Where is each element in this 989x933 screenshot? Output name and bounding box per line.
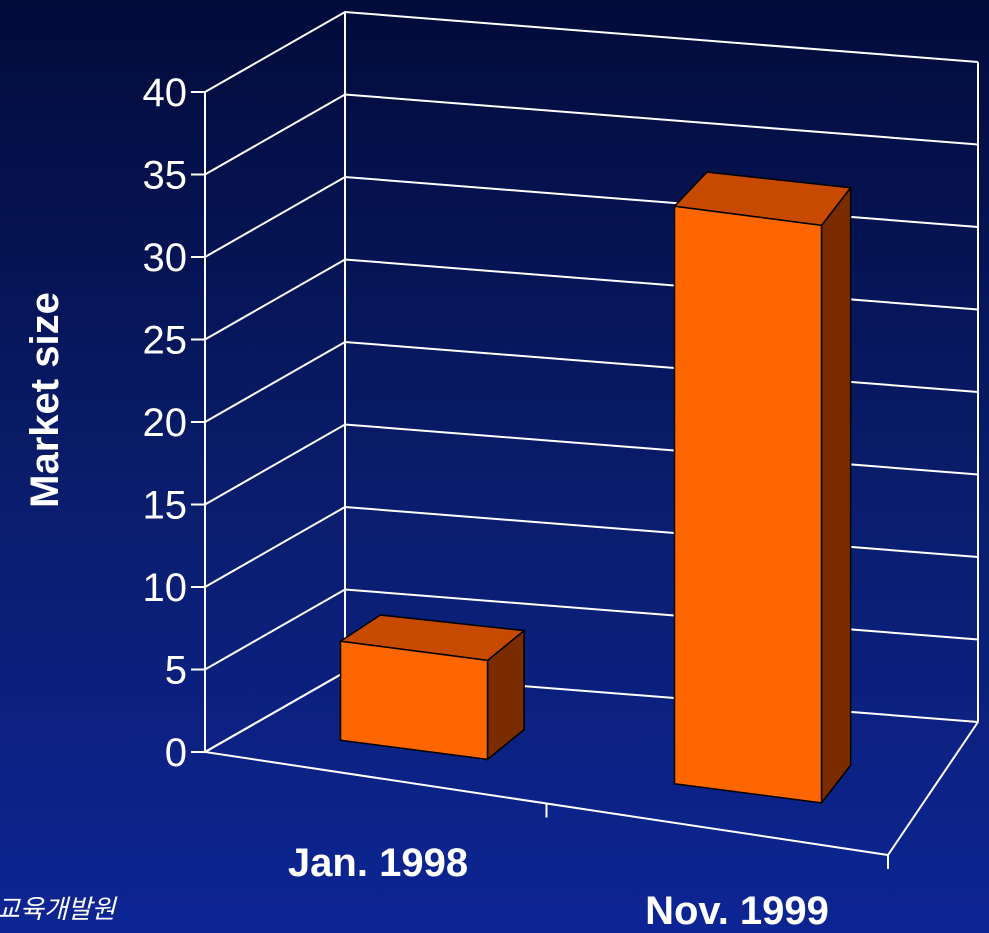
y-tick-label: 5 (165, 649, 187, 693)
gridline-15 (204, 423, 979, 506)
y-tick-label: 10 (143, 566, 188, 610)
bar-side (820, 185, 852, 806)
y-tick-label: 25 (143, 319, 188, 363)
gridline-20 (204, 340, 979, 423)
x-category-label: Nov. 1999 (645, 889, 829, 933)
floor-outline (202, 671, 979, 857)
bar-front (673, 205, 823, 804)
gridlines (204, 10, 979, 753)
gridline-10 (204, 505, 979, 588)
labels: 0 5 10 15 20 25 30 35 40 Jan. 1998 Nov. 1999 (143, 71, 829, 933)
y-axis-title: Market size (23, 292, 67, 508)
y-tick-label: 15 (143, 484, 188, 528)
y-tick-label: 20 (143, 401, 188, 445)
y-tick-label: 0 (165, 731, 187, 775)
bar-1 (338, 614, 526, 761)
y-tick-label: 40 (143, 71, 188, 115)
x-category-label: Jan. 1998 (288, 841, 468, 885)
footer-text: 교육개발원 (0, 895, 118, 925)
gridline-25 (204, 258, 979, 341)
gridline-5 (204, 588, 979, 671)
gridline-40 (204, 10, 979, 93)
bars (338, 171, 853, 806)
y-tick-label: 30 (143, 236, 188, 280)
gridline-0 (204, 670, 979, 753)
gridline-30 (204, 175, 979, 258)
gridline-35 (204, 93, 979, 176)
bar-2 (672, 171, 853, 806)
axes (191, 91, 979, 869)
bar-front (339, 640, 489, 761)
y-tick-label: 35 (143, 154, 188, 198)
